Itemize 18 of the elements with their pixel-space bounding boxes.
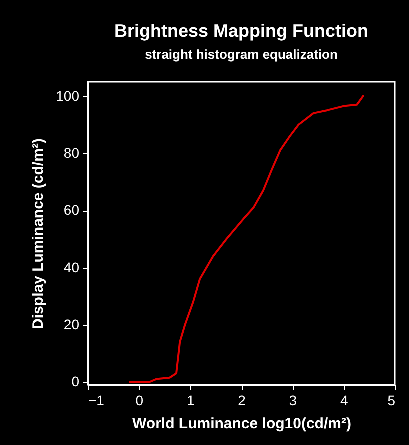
chart-title: Brightness Mapping Function (114, 21, 368, 41)
x-axis-title: World Luminance log10(cd/m²) (132, 416, 352, 432)
y-tick-label: 100 (56, 88, 80, 104)
x-tick-label: 2 (238, 392, 246, 408)
chart-subtitle: straight histogram equalization (145, 47, 338, 62)
y-tick-label: 60 (64, 202, 80, 218)
y-tick-label: 80 (64, 144, 80, 161)
x-tick-label: 5 (388, 392, 396, 408)
y-tick-label: 20 (64, 316, 80, 332)
line-series (128, 95, 364, 384)
x-tick-label: −1 (88, 392, 105, 408)
x-tick-label: 3 (289, 392, 298, 408)
x-tick-label: 4 (340, 392, 348, 408)
x-tick-label: 0 (136, 392, 144, 408)
x-tick-label: 1 (186, 392, 195, 408)
y-tick-label: 40 (64, 259, 80, 276)
y-tick-label: 0 (72, 374, 80, 390)
y-axis-title: Display Luminance (cd/m²) (30, 138, 48, 330)
